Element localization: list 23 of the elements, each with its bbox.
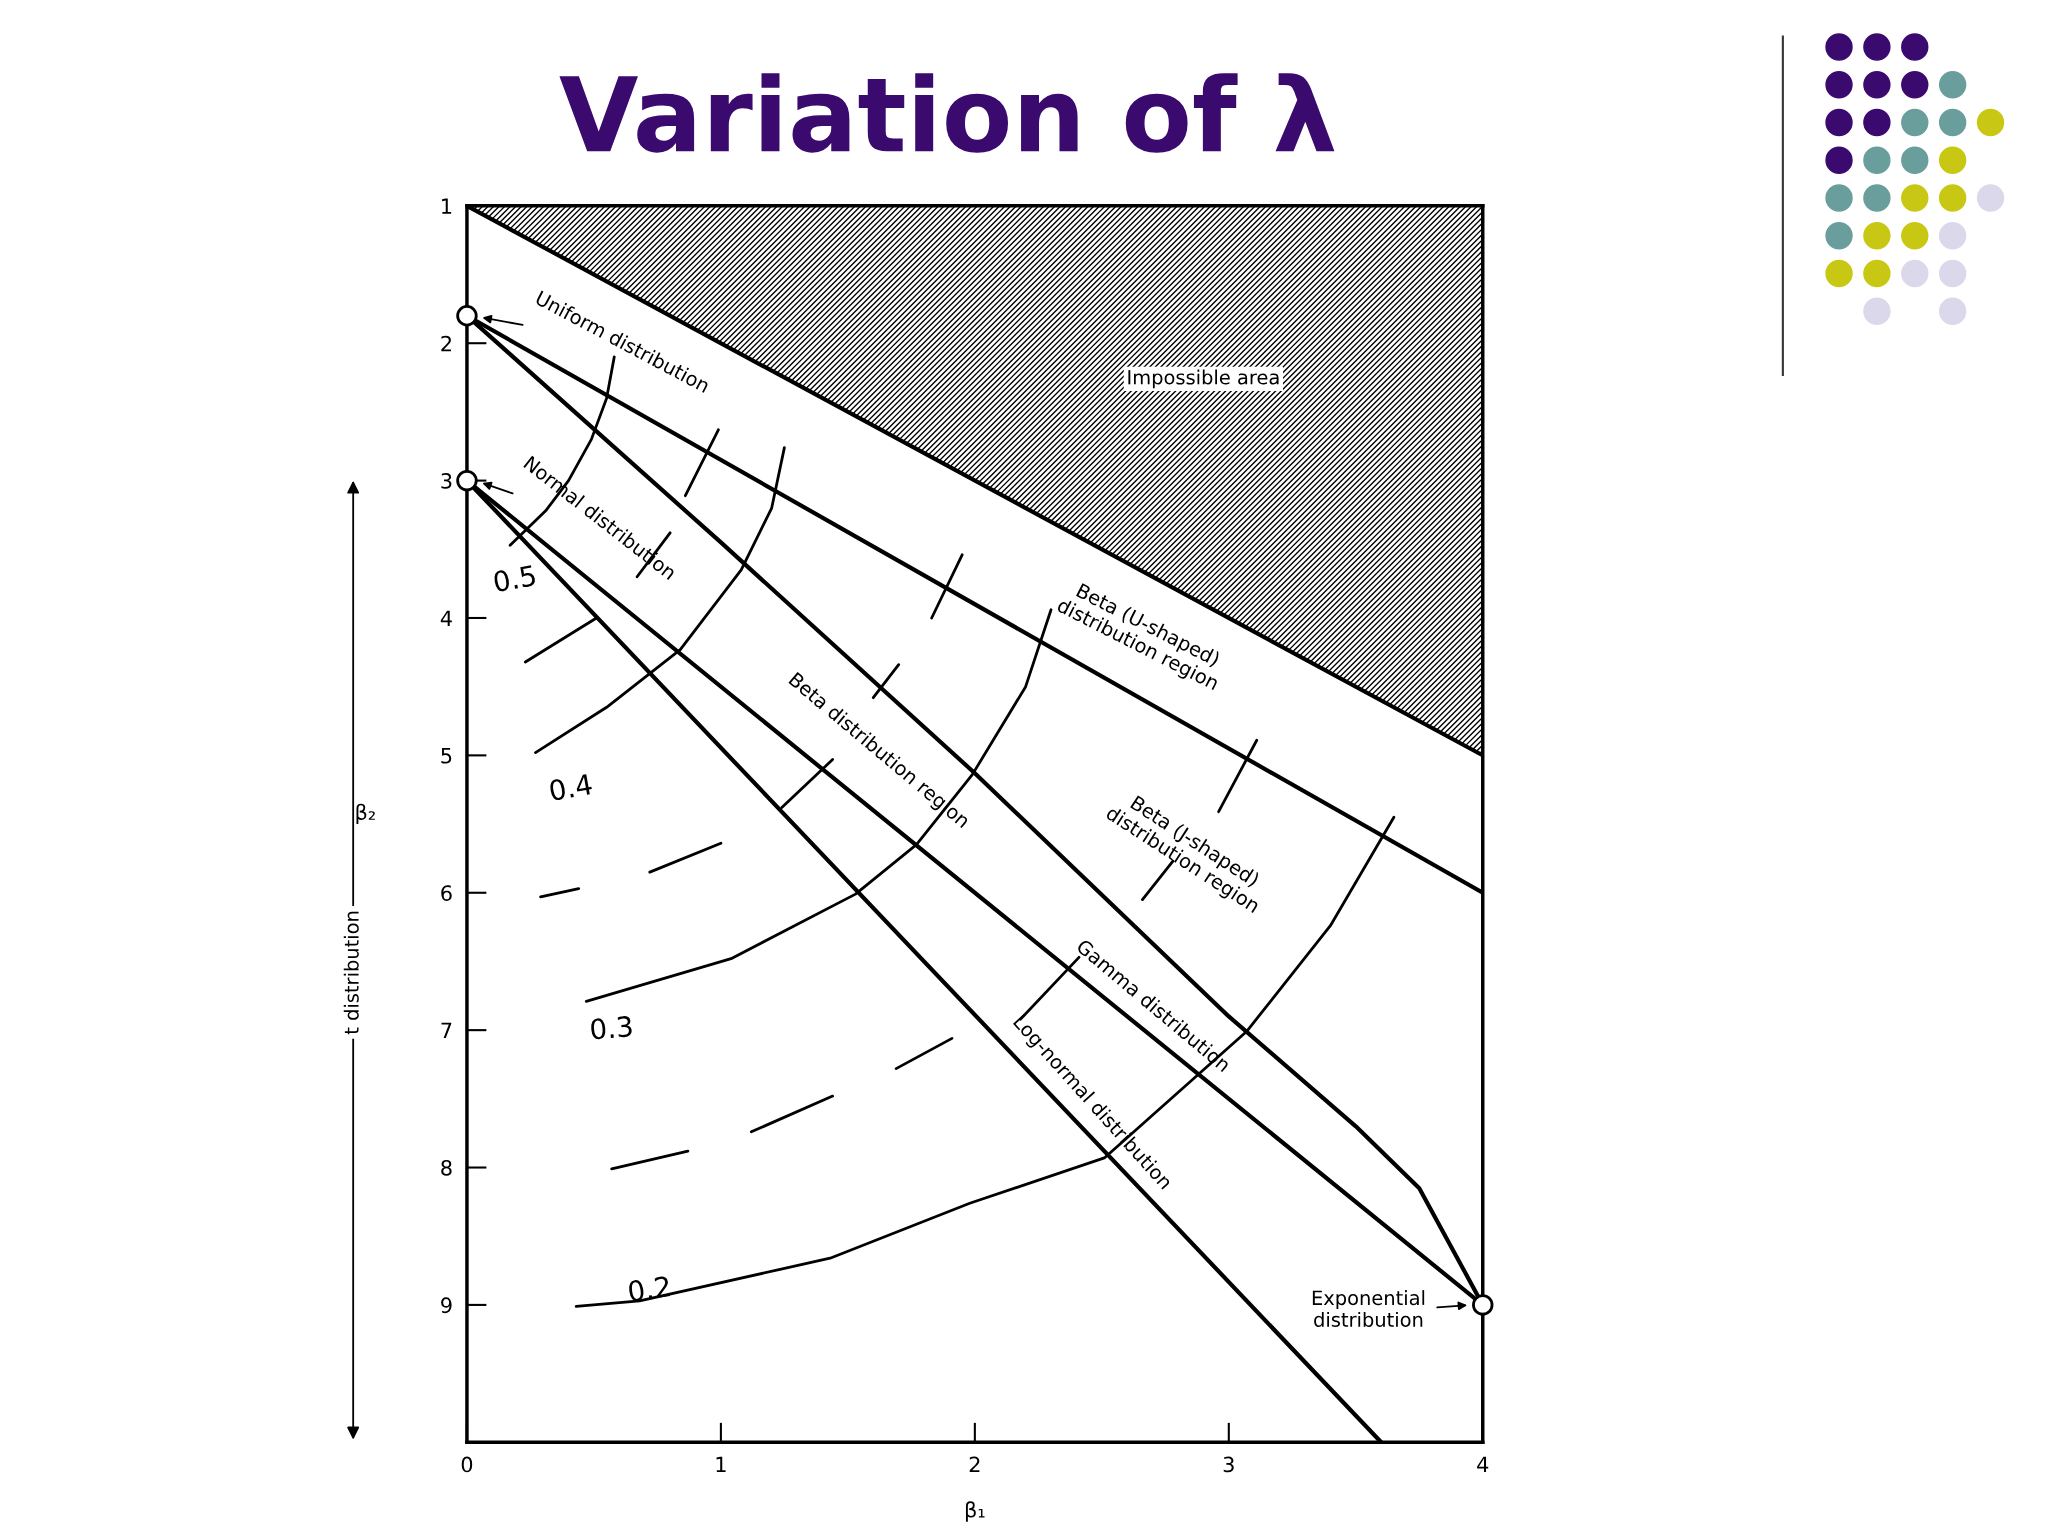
text: t distribution xyxy=(343,911,359,1035)
y-tick-label: 9 xyxy=(441,1297,452,1314)
y-axis-title: β₂ xyxy=(356,803,375,825)
y-tick-label: 6 xyxy=(441,885,452,901)
chart-title: Variation of λ xyxy=(559,73,1335,153)
x-tick-label: 2 xyxy=(969,1456,980,1473)
x-axis-title: β₁ xyxy=(965,1501,985,1522)
x-tick-label: 1 xyxy=(716,1456,726,1473)
y-tick-label: 7 xyxy=(441,1022,452,1039)
x-tick-label: 0 xyxy=(461,1456,473,1473)
y-tick-label: 1 xyxy=(442,198,452,214)
y-tick-label: 4 xyxy=(440,610,452,626)
y-tick-label: 3 xyxy=(441,473,452,489)
y-tick-label: 5 xyxy=(441,748,452,764)
y-tick-label: 8 xyxy=(441,1159,452,1176)
x-tick-label: 3 xyxy=(1223,1456,1234,1473)
annotation: Impossible area xyxy=(1128,369,1279,389)
annotation: 0.4 xyxy=(548,773,593,802)
x-tick-label: 4 xyxy=(1477,1456,1489,1473)
y-tick-label: 2 xyxy=(441,335,451,352)
annotation: Exponential distribution xyxy=(1312,1290,1425,1327)
annotation: 0.5 xyxy=(493,564,536,593)
annotation: 0.3 xyxy=(590,1015,633,1040)
